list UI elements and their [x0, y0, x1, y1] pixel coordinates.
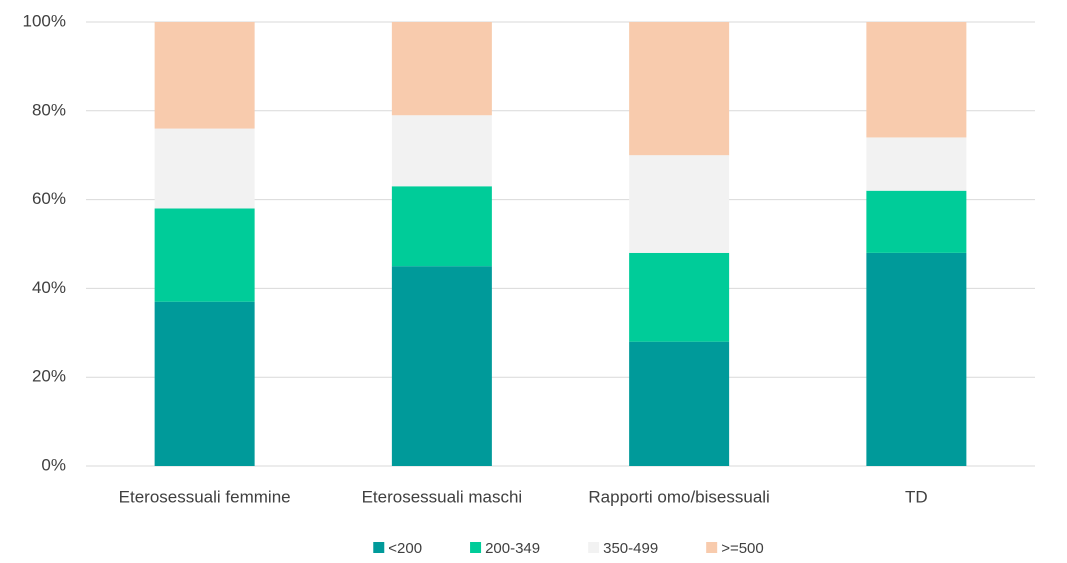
- legend-label: >=500: [721, 540, 764, 557]
- bar-segment: [629, 155, 730, 253]
- legend-swatch: [373, 542, 385, 553]
- legend-label: 200-349: [485, 540, 540, 557]
- bar-segment: [866, 252, 967, 466]
- x-tick-label: TD: [905, 487, 928, 506]
- legend-label: <200: [388, 540, 422, 557]
- legend-swatch: [470, 542, 482, 553]
- bar-segment: [154, 22, 255, 129]
- legend-swatch: [588, 542, 600, 553]
- y-tick-label: 20%: [32, 367, 66, 386]
- bar-segment: [154, 128, 255, 209]
- bar-segment: [629, 252, 730, 342]
- x-tick-label: Eterosessuali femmine: [119, 487, 291, 506]
- bar-segment: [866, 137, 967, 191]
- y-tick-label: 0%: [41, 455, 66, 474]
- bar-segment: [629, 22, 730, 156]
- x-tick-label: Eterosessuali maschi: [362, 487, 523, 506]
- bar-segment: [391, 266, 492, 466]
- y-tick-label: 40%: [32, 278, 66, 297]
- y-tick-label: 80%: [32, 100, 66, 119]
- bar-segment: [154, 208, 255, 302]
- legend-label: 350-499: [603, 540, 658, 557]
- bar-segment: [629, 341, 730, 466]
- y-tick-label: 100%: [23, 11, 66, 30]
- bar-segment: [154, 301, 255, 466]
- bar-segment: [391, 186, 492, 267]
- bar-segment: [391, 115, 492, 187]
- bar-segment: [391, 22, 492, 116]
- x-tick-label: Rapporti omo/bisessuali: [588, 487, 769, 506]
- y-tick-label: 60%: [32, 189, 66, 208]
- legend-swatch: [706, 542, 718, 553]
- bar-segment: [866, 22, 967, 138]
- bar-segment: [866, 190, 967, 253]
